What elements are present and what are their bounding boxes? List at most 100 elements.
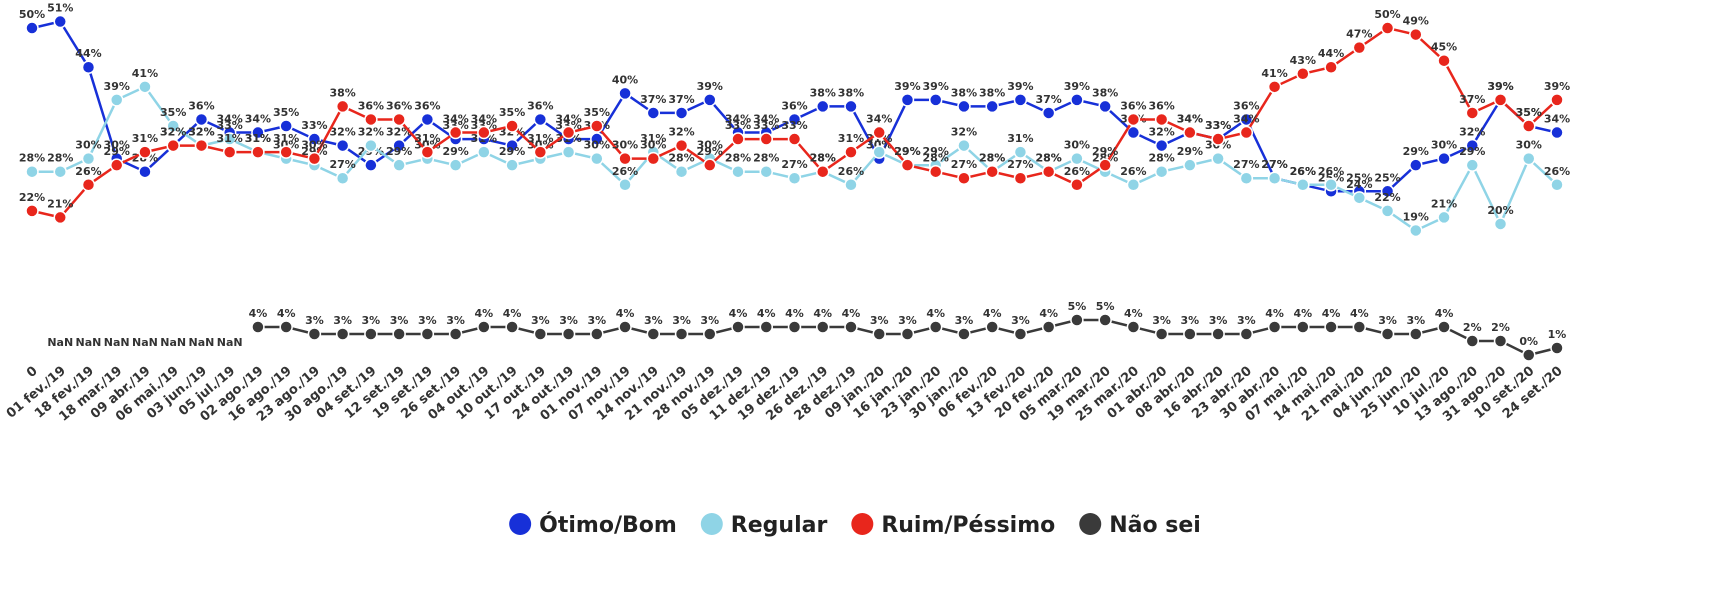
data-point: [1126, 125, 1141, 140]
legend: Ótimo/Bom Regular Ruim/Péssimo Não sei: [509, 512, 1201, 538]
data-point: [618, 86, 632, 101]
data-label: 26%: [612, 165, 638, 178]
data-point: [815, 99, 830, 114]
data-point: [251, 320, 265, 334]
data-label: 3%: [418, 314, 437, 327]
data-label: 28%: [19, 152, 45, 165]
data-point: [957, 327, 971, 341]
data-label: 26%: [1544, 165, 1570, 178]
data-label: 25%: [1346, 171, 1372, 184]
data-point: [957, 171, 971, 185]
data-label: 34%: [1177, 113, 1203, 126]
data-point: [1437, 210, 1451, 225]
data-label: 36%: [527, 99, 553, 112]
data-point: [335, 138, 350, 153]
data-point: [420, 112, 435, 127]
data-label: 24%: [1346, 178, 1372, 191]
data-point: [703, 93, 717, 107]
data-point: [505, 158, 519, 172]
data-label: 28%: [923, 152, 949, 165]
data-label: 30%: [273, 139, 299, 152]
data-point: [731, 320, 745, 334]
data-point: [1267, 171, 1282, 185]
data-label: 32%: [1459, 126, 1485, 139]
data-point: [1324, 178, 1338, 192]
data-label: 34%: [1233, 113, 1259, 126]
data-label: 43%: [1290, 54, 1316, 67]
data-label: 26%: [75, 165, 101, 178]
data-label: 3%: [644, 314, 663, 327]
data-label: 21%: [1431, 197, 1457, 210]
data-label: 33%: [753, 119, 779, 132]
data-label: 33%: [781, 119, 807, 132]
data-point: [420, 145, 435, 159]
data-point: [25, 21, 39, 35]
data-point: [1041, 320, 1056, 334]
data-point: [674, 106, 689, 120]
data-point: [307, 327, 322, 341]
data-label: 3%: [955, 314, 974, 327]
data-point: [1409, 27, 1423, 42]
data-point: [1070, 151, 1084, 166]
data-label: 3%: [446, 314, 465, 327]
data-label: 29%: [1459, 145, 1485, 158]
data-label: 32%: [668, 126, 694, 139]
data-point: [1041, 106, 1056, 120]
data-point: [561, 125, 576, 140]
data-label: 20%: [1487, 204, 1513, 217]
data-label: 35%: [1516, 106, 1542, 119]
data-label: 4%: [813, 307, 832, 320]
data-label: 29%: [386, 145, 412, 158]
data-point: [392, 327, 406, 341]
data-point: [505, 320, 519, 334]
data-label: 22%: [19, 191, 45, 204]
data-point: [1493, 217, 1508, 231]
data-point: [1550, 93, 1564, 107]
data-point: [1013, 327, 1028, 341]
data-label: 32%: [386, 126, 412, 139]
data-label: 32%: [1148, 126, 1174, 139]
data-label: 36%: [386, 99, 412, 112]
data-label: 28%: [1148, 152, 1174, 165]
data-point: [1013, 93, 1028, 107]
data-label: 1%: [1548, 328, 1567, 341]
data-point: [1465, 138, 1480, 153]
data-label: 36%: [781, 99, 807, 112]
data-label: 4%: [1124, 307, 1143, 320]
data-label: 27%: [1007, 158, 1033, 171]
data-point: [1550, 178, 1564, 192]
data-point: [1324, 320, 1338, 334]
data-label: 29%: [923, 145, 949, 158]
data-label: 4%: [729, 307, 748, 320]
data-point: [928, 93, 943, 107]
data-label: 39%: [697, 80, 723, 93]
data-label: 4%: [785, 307, 804, 320]
data-point: [957, 138, 971, 153]
data-label: 26%: [1120, 165, 1146, 178]
data-label: 38%: [838, 86, 864, 99]
data-point: [420, 327, 435, 341]
data-point: [222, 132, 237, 146]
data-point: [1550, 125, 1564, 140]
data-point: [1183, 327, 1197, 341]
data-point: [1324, 60, 1338, 74]
data-label: 3%: [1378, 314, 1397, 327]
data-point: [1380, 327, 1395, 341]
data-point: [335, 327, 350, 341]
data-point: [1098, 313, 1112, 327]
data-point: [590, 151, 604, 166]
data-point: [815, 320, 830, 334]
data-label: 44%: [75, 47, 101, 60]
data-label: 37%: [1035, 93, 1061, 106]
data-label: 34%: [555, 113, 581, 126]
data-point: [477, 320, 491, 334]
data-label: 29%: [104, 145, 130, 158]
data-point: [1380, 21, 1395, 35]
data-point: [1126, 112, 1141, 127]
data-point: [222, 145, 237, 159]
data-label: 39%: [1007, 80, 1033, 93]
data-label: 27%: [1233, 158, 1259, 171]
data-label: 28%: [753, 152, 779, 165]
data-point: [872, 145, 886, 159]
